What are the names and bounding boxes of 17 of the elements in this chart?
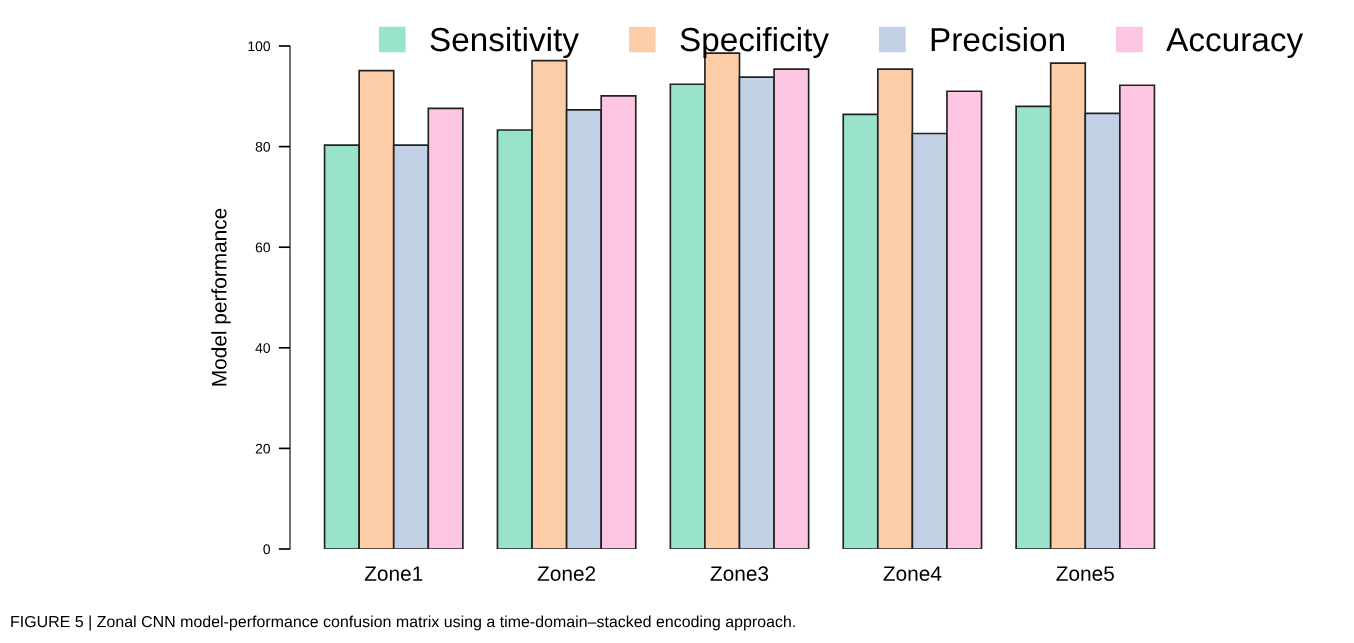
x-tick-label: Zone1: [364, 566, 423, 581]
y-tick-label: 20: [255, 443, 271, 454]
y-tick-label: 0: [263, 544, 271, 555]
legend-label: Specificity: [680, 26, 829, 59]
x-tick-label: Zone5: [1056, 566, 1114, 581]
x-tick-label: Zone4: [883, 566, 942, 581]
legend-label: Accuracy: [1166, 28, 1304, 59]
y-tick-label: 100: [248, 41, 271, 52]
y-tick-label: 60: [255, 242, 271, 253]
legend-label: Sensitivity: [430, 26, 579, 59]
y-tick-label: 40: [255, 343, 271, 353]
y-tick-label: 80: [255, 141, 271, 152]
x-tick-label: Zone3: [710, 566, 769, 581]
legend-label: Precision: [931, 26, 1064, 52]
x-tick-label: Zone2: [537, 566, 596, 581]
caption: FIGURE 5 | Zonal CNN model-performance confusion matrix using a time-domain–stacked encoding approach.: [11, 615, 795, 631]
y-axis-title: Model performance: [211, 208, 231, 386]
